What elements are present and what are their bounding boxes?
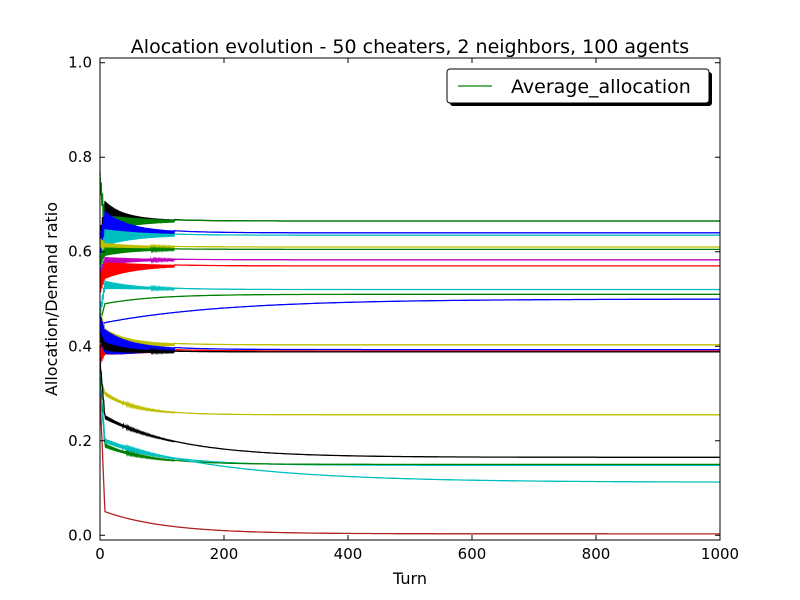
axis-ticks: 0 200 400 600 800 1000 0.0 0.2 0.4 0.6 0.8 1.0 [68, 54, 739, 563]
legend: Average_allocation [446, 68, 712, 106]
series-line [99, 376, 720, 466]
series-line [99, 358, 720, 458]
y-tick-label: 0.6 [68, 243, 92, 261]
series-line [99, 245, 720, 265]
x-tick-label: 600 [458, 545, 487, 563]
series-line [99, 386, 720, 483]
series-line [99, 376, 720, 416]
x-tick-label: 1000 [701, 545, 739, 563]
series-line [99, 171, 720, 232]
y-tick-label: 0.0 [68, 526, 92, 544]
y-tick-label: 0.2 [68, 432, 92, 450]
axes-frame [99, 57, 721, 541]
y-tick-label: 1.0 [68, 54, 92, 72]
series-line [99, 298, 720, 328]
y-axis-label: Allocation/Demand ratio [42, 202, 61, 396]
series-line [99, 332, 720, 356]
x-tick-label: 800 [582, 545, 611, 563]
legend-box [446, 68, 710, 104]
series-line [99, 293, 720, 323]
x-axis-label: Turn [392, 569, 427, 588]
plot-lines [99, 171, 720, 535]
series-line [99, 280, 720, 315]
series-line [99, 262, 720, 293]
series-line [99, 237, 720, 252]
x-tick-label: 400 [334, 545, 363, 563]
legend-label-average-allocation: Average_allocation [511, 76, 691, 98]
series-line [99, 229, 720, 276]
y-tick-label: 0.4 [68, 337, 92, 355]
x-tick-label: 200 [210, 545, 239, 563]
chart-title: Alocation evolution - 50 cheaters, 2 nei… [131, 36, 689, 58]
y-tick-label: 0.8 [68, 148, 92, 166]
series-line [99, 393, 720, 535]
series-line [99, 256, 720, 279]
x-tick-label: 0 [95, 545, 105, 563]
